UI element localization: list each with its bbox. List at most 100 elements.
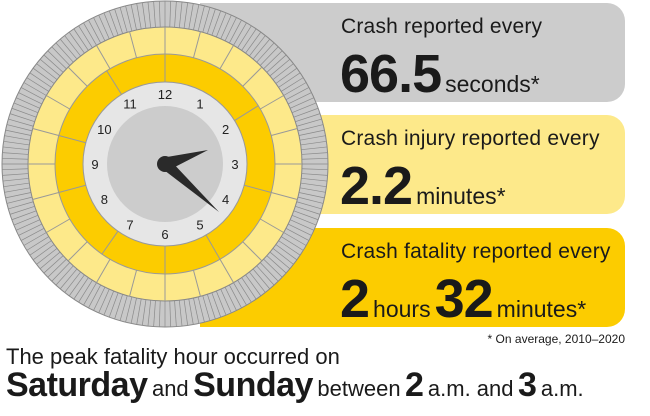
minute-tick bbox=[249, 35, 266, 57]
minute-tick bbox=[237, 25, 252, 49]
clock-number: 5 bbox=[196, 218, 203, 233]
minute-tick bbox=[2, 152, 29, 155]
peak-line-1: The peak fatality hour occurred on bbox=[6, 344, 340, 369]
minute-tick bbox=[119, 295, 128, 321]
minute-tick bbox=[300, 140, 327, 146]
minute-tick bbox=[64, 271, 81, 293]
minute-tick bbox=[136, 298, 142, 325]
minute-tick bbox=[18, 92, 43, 105]
minute-tick bbox=[55, 265, 74, 286]
minute-tick bbox=[293, 107, 319, 118]
ring-divider bbox=[242, 66, 263, 87]
minute-tick bbox=[51, 262, 71, 282]
minute-tick bbox=[252, 38, 271, 60]
minute-tick bbox=[300, 182, 327, 188]
minute-tick bbox=[287, 92, 312, 105]
minute-tick bbox=[293, 210, 319, 221]
minute-tick bbox=[59, 38, 78, 60]
minute-tick bbox=[39, 58, 61, 77]
minute-tick bbox=[20, 228, 45, 241]
minute-tick bbox=[278, 72, 301, 88]
ring-divider bbox=[96, 259, 111, 283]
minute-tick bbox=[299, 187, 326, 193]
minute-tick bbox=[141, 299, 147, 326]
crash-label: Crash reported every bbox=[341, 15, 543, 38]
clock-number: 4 bbox=[222, 192, 229, 207]
clock-number: 2 bbox=[222, 122, 229, 137]
fatality-minutes-value: 32 bbox=[434, 269, 494, 329]
clock-number: 9 bbox=[91, 157, 98, 172]
minute-tick bbox=[298, 192, 325, 199]
minute-tick bbox=[256, 42, 275, 63]
ring-divider bbox=[234, 105, 259, 121]
minute-tick bbox=[36, 63, 58, 80]
minute-tick bbox=[299, 135, 326, 141]
minute-tick bbox=[297, 196, 324, 204]
ring-divider bbox=[32, 191, 59, 200]
minute-tick bbox=[4, 187, 31, 193]
peak-am: a.m. bbox=[540, 376, 584, 401]
minute-tick bbox=[13, 214, 39, 226]
minute-tick bbox=[73, 277, 89, 300]
minute-tick bbox=[280, 77, 304, 92]
minute-tick bbox=[136, 3, 142, 30]
minute-tick bbox=[51, 46, 71, 66]
minute-tick bbox=[290, 97, 315, 109]
minute-tick bbox=[220, 14, 232, 39]
minute-tick bbox=[285, 87, 310, 100]
clock-number: 3 bbox=[231, 157, 238, 172]
minute-tick bbox=[103, 12, 115, 38]
ring-divider bbox=[96, 45, 111, 69]
minute-tick bbox=[266, 54, 287, 73]
ring-divider bbox=[205, 234, 221, 260]
minute-tick bbox=[23, 232, 47, 246]
minute-tick bbox=[295, 113, 321, 122]
minute-tick bbox=[130, 4, 137, 31]
minute-tick bbox=[153, 300, 156, 327]
ring-divider bbox=[58, 135, 86, 144]
minute-tick bbox=[215, 12, 227, 38]
minute-tick bbox=[193, 4, 200, 31]
minute-tick bbox=[229, 19, 242, 44]
ring-divider bbox=[46, 218, 70, 233]
injury-label: Crash injury reported every bbox=[341, 127, 600, 150]
minute-tick bbox=[6, 124, 33, 132]
minute-tick bbox=[211, 10, 222, 36]
minute-tick bbox=[64, 35, 81, 57]
clock-hub bbox=[157, 156, 173, 172]
ring-divider bbox=[260, 218, 284, 233]
minute-tick bbox=[43, 54, 64, 73]
minute-tick bbox=[98, 14, 110, 39]
minute-tick bbox=[296, 118, 322, 127]
minute-tick bbox=[3, 140, 30, 146]
minute-tick bbox=[108, 292, 119, 318]
minute-tick bbox=[233, 282, 247, 306]
ring-divider bbox=[67, 241, 88, 262]
minute-tick bbox=[269, 58, 291, 77]
ring-divider bbox=[244, 184, 272, 193]
minute-tick bbox=[125, 5, 133, 32]
minute-tick bbox=[301, 146, 328, 151]
minute-tick bbox=[114, 8, 123, 34]
footnote: * On average, 2010–2020 bbox=[487, 332, 625, 346]
minute-tick bbox=[188, 298, 194, 325]
minute-tick bbox=[9, 206, 35, 215]
injury-value: 2.2 bbox=[340, 156, 413, 216]
ring-divider bbox=[101, 230, 119, 255]
minute-tick bbox=[11, 107, 37, 118]
minute-tick bbox=[245, 31, 262, 54]
minute-tick bbox=[301, 177, 328, 182]
minute-tick bbox=[114, 294, 123, 320]
minute-tick bbox=[15, 97, 40, 109]
ring-divider bbox=[58, 184, 86, 193]
minute-tick bbox=[83, 22, 97, 46]
minute-tick bbox=[36, 248, 58, 265]
minute-tick bbox=[2, 177, 29, 182]
ring-divider bbox=[129, 270, 138, 297]
fatality-label: Crash fatality reported every bbox=[341, 240, 611, 263]
minute-tick bbox=[147, 300, 152, 327]
minute-tick bbox=[103, 290, 115, 316]
clock-number: 1 bbox=[196, 96, 203, 111]
minute-tick bbox=[23, 82, 47, 96]
minute-tick bbox=[169, 300, 172, 327]
